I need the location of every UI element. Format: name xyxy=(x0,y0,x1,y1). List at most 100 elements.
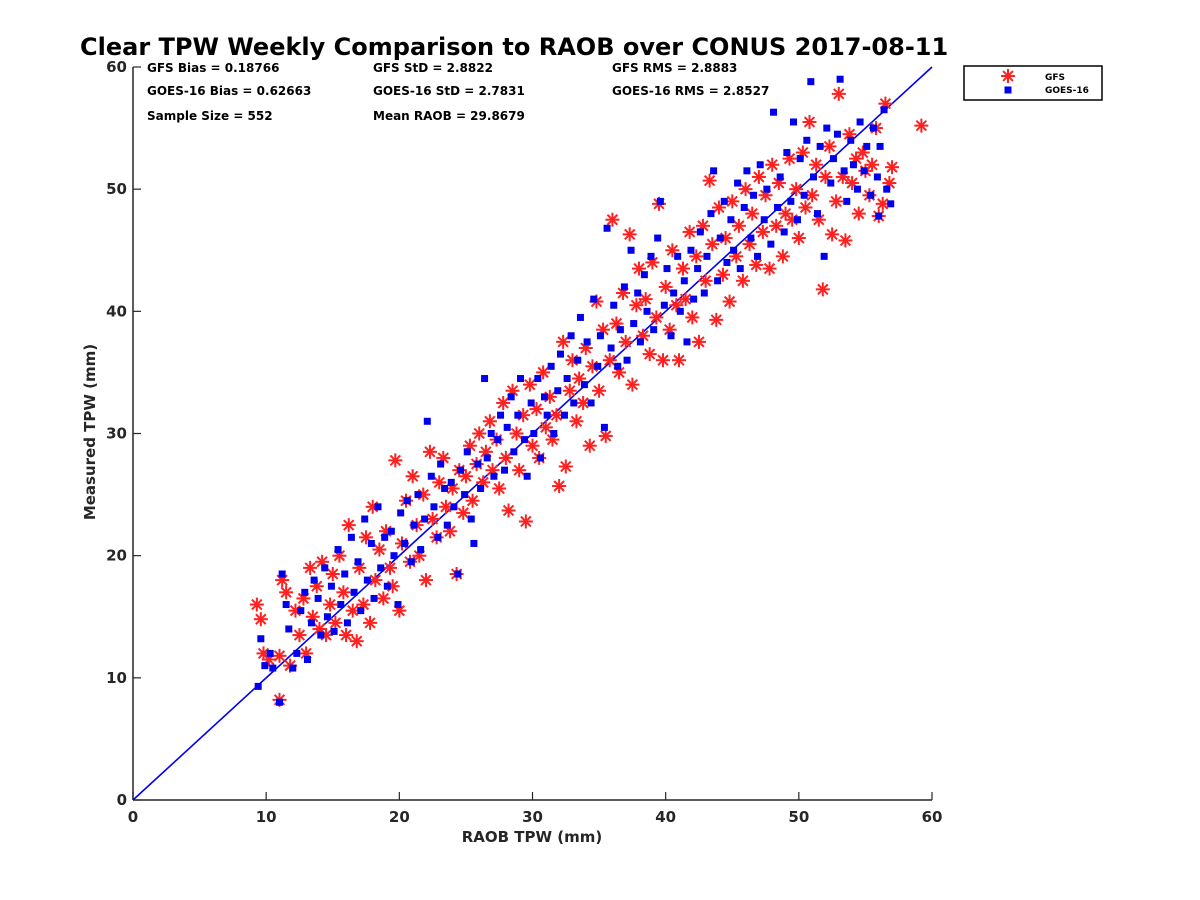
goes16-point xyxy=(674,252,682,260)
goes16-point xyxy=(370,594,378,602)
gfs-point xyxy=(658,279,673,294)
goes16-point xyxy=(463,448,471,456)
gfs-point xyxy=(815,282,830,297)
gfs-point xyxy=(339,628,354,643)
stat-mean-raob: Mean RAOB = 29.8679 xyxy=(373,109,525,123)
gfs-point xyxy=(538,420,553,435)
gfs-point xyxy=(675,261,690,276)
goes16-point xyxy=(421,515,429,523)
goes16-point xyxy=(337,601,345,609)
goes16-point xyxy=(443,521,451,529)
goes16-point xyxy=(707,210,715,218)
goes16-point xyxy=(483,454,491,462)
gfs-point xyxy=(751,169,766,184)
gfs-point xyxy=(702,173,717,188)
goes16-point xyxy=(394,601,402,609)
y-tick-label: 50 xyxy=(106,180,127,198)
goes16-point xyxy=(860,167,868,175)
goes16-point xyxy=(634,289,642,297)
goes16-point xyxy=(521,436,529,444)
gfs-point xyxy=(405,469,420,484)
x-tick-label: 40 xyxy=(655,808,676,826)
gfs-point xyxy=(518,514,533,529)
goes16-point xyxy=(847,136,855,144)
goes16-point xyxy=(257,635,265,643)
gfs-point xyxy=(582,438,597,453)
goes16-point xyxy=(640,271,648,279)
goes16-point xyxy=(700,289,708,297)
gfs-point xyxy=(625,377,640,392)
gfs-point xyxy=(838,233,853,248)
goes16-point xyxy=(690,295,698,303)
goes16-point xyxy=(357,607,365,615)
gfs-point xyxy=(709,312,724,327)
goes16-point xyxy=(423,417,431,425)
goes16-point xyxy=(827,179,835,187)
goes16-point xyxy=(414,491,422,499)
goes16-point xyxy=(743,167,751,175)
goes16-point xyxy=(730,246,738,254)
goes16-point xyxy=(527,399,535,407)
goes16-point xyxy=(740,203,748,211)
goes16-point xyxy=(856,118,864,126)
x-tick-label: 20 xyxy=(389,808,410,826)
goes16-point xyxy=(853,185,861,193)
gfs-point xyxy=(671,353,686,368)
goes16-point xyxy=(503,423,511,431)
goes16-point xyxy=(334,546,342,554)
gfs-point xyxy=(315,554,330,569)
gfs-point xyxy=(705,237,720,252)
gfs-point xyxy=(496,395,511,410)
gfs-point xyxy=(691,334,706,349)
gfs-point xyxy=(422,444,437,459)
goes16-point xyxy=(603,224,611,232)
goes16-point xyxy=(401,539,409,547)
goes16-point xyxy=(843,197,851,205)
gfs-point xyxy=(851,206,866,221)
gfs-point xyxy=(569,414,584,429)
goes16-point xyxy=(560,411,568,419)
gfs-point xyxy=(722,294,737,309)
legend-markers xyxy=(1001,69,1015,94)
gfs-point xyxy=(715,267,730,282)
gfs-point xyxy=(629,298,644,313)
goes16-point xyxy=(790,118,798,126)
gfs-point xyxy=(323,597,338,612)
legend-marker-gfs xyxy=(1001,69,1015,83)
goes16-point xyxy=(614,362,622,370)
goes16-point xyxy=(390,552,398,560)
goes16-point xyxy=(530,430,538,437)
goes16-point xyxy=(289,664,297,672)
goes16-point xyxy=(278,570,286,578)
goes16-point xyxy=(867,191,875,199)
goes16-point xyxy=(474,460,482,468)
goes16-point xyxy=(293,649,301,657)
goes16-point xyxy=(616,326,624,334)
goes16-point xyxy=(556,350,564,358)
goes16-point xyxy=(863,142,871,150)
goes16-point xyxy=(261,662,269,670)
gfs-point xyxy=(765,157,780,172)
goes16-point xyxy=(710,167,718,175)
gfs-point xyxy=(325,566,340,581)
gfs-point xyxy=(822,139,837,154)
goes16-point xyxy=(663,265,671,273)
goes16-point xyxy=(501,466,509,474)
goes16-point xyxy=(823,124,831,132)
x-axis-label: RAOB TPW (mm) xyxy=(462,828,603,846)
goes16-point xyxy=(301,588,309,596)
goes16-point xyxy=(736,265,744,273)
goes16-point xyxy=(417,546,425,554)
gfs-point xyxy=(735,273,750,288)
gfs-point xyxy=(769,218,784,233)
y-tick-label: 30 xyxy=(106,425,127,443)
goes16-point xyxy=(310,576,318,584)
gfs-point xyxy=(349,634,364,649)
goes16-point xyxy=(307,619,315,627)
goes16-point xyxy=(670,289,678,297)
gfs-point xyxy=(456,505,471,520)
goes16-point xyxy=(680,277,688,285)
goes16-point xyxy=(341,570,349,578)
gfs-point xyxy=(279,585,294,600)
gfs-point xyxy=(885,160,900,175)
